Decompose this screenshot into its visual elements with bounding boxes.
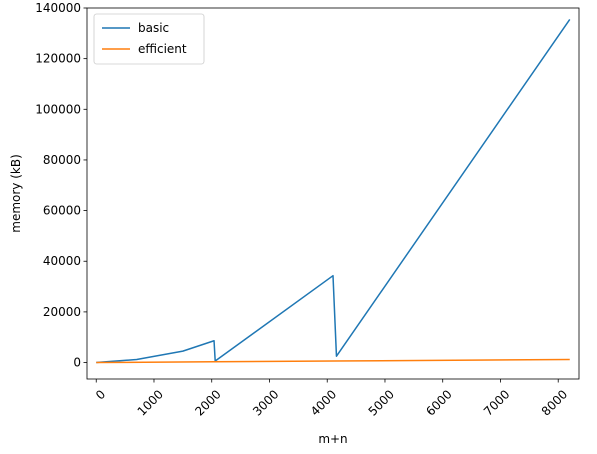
y-axis-label: memory (kB)	[9, 154, 23, 233]
y-tick-label: 20000	[43, 305, 81, 319]
x-axis-label: m+n	[318, 432, 347, 446]
y-tick-label: 40000	[43, 254, 81, 268]
y-tick-label: 60000	[43, 204, 81, 218]
y-tick-label: 100000	[35, 102, 81, 116]
y-tick-label: 120000	[35, 52, 81, 66]
x-tick-label: 1000	[135, 387, 166, 418]
series-lines	[96, 18, 571, 364]
legend: basic efficient	[93, 13, 205, 65]
x-tick-label: 6000	[423, 387, 454, 418]
plot-area-frame	[86, 7, 580, 380]
x-tick-label: 3000	[250, 387, 281, 418]
x-tick-label: 7000	[481, 387, 512, 418]
x-tick-label: 2000	[192, 387, 223, 418]
x-axis-ticks: 0 1000 2000 3000 4000 5000 6000 7000 8000	[93, 379, 570, 419]
y-tick-label: 140000	[35, 1, 81, 15]
y-tick-label: 0	[73, 356, 81, 370]
legend-label-basic: basic	[138, 21, 169, 35]
x-tick-label: 4000	[308, 387, 339, 418]
legend-label-efficient: efficient	[138, 42, 187, 56]
series-line-basic	[96, 18, 571, 364]
x-tick-label: 8000	[539, 387, 570, 418]
y-tick-label: 80000	[43, 153, 81, 167]
y-axis-ticks: 0 20000 40000 60000 80000 100000 120000 140000	[35, 1, 87, 370]
legend-box	[93, 13, 205, 65]
x-tick-label: 5000	[366, 387, 397, 418]
series-line-efficient	[96, 358, 570, 364]
x-tick-label: 0	[93, 387, 108, 402]
